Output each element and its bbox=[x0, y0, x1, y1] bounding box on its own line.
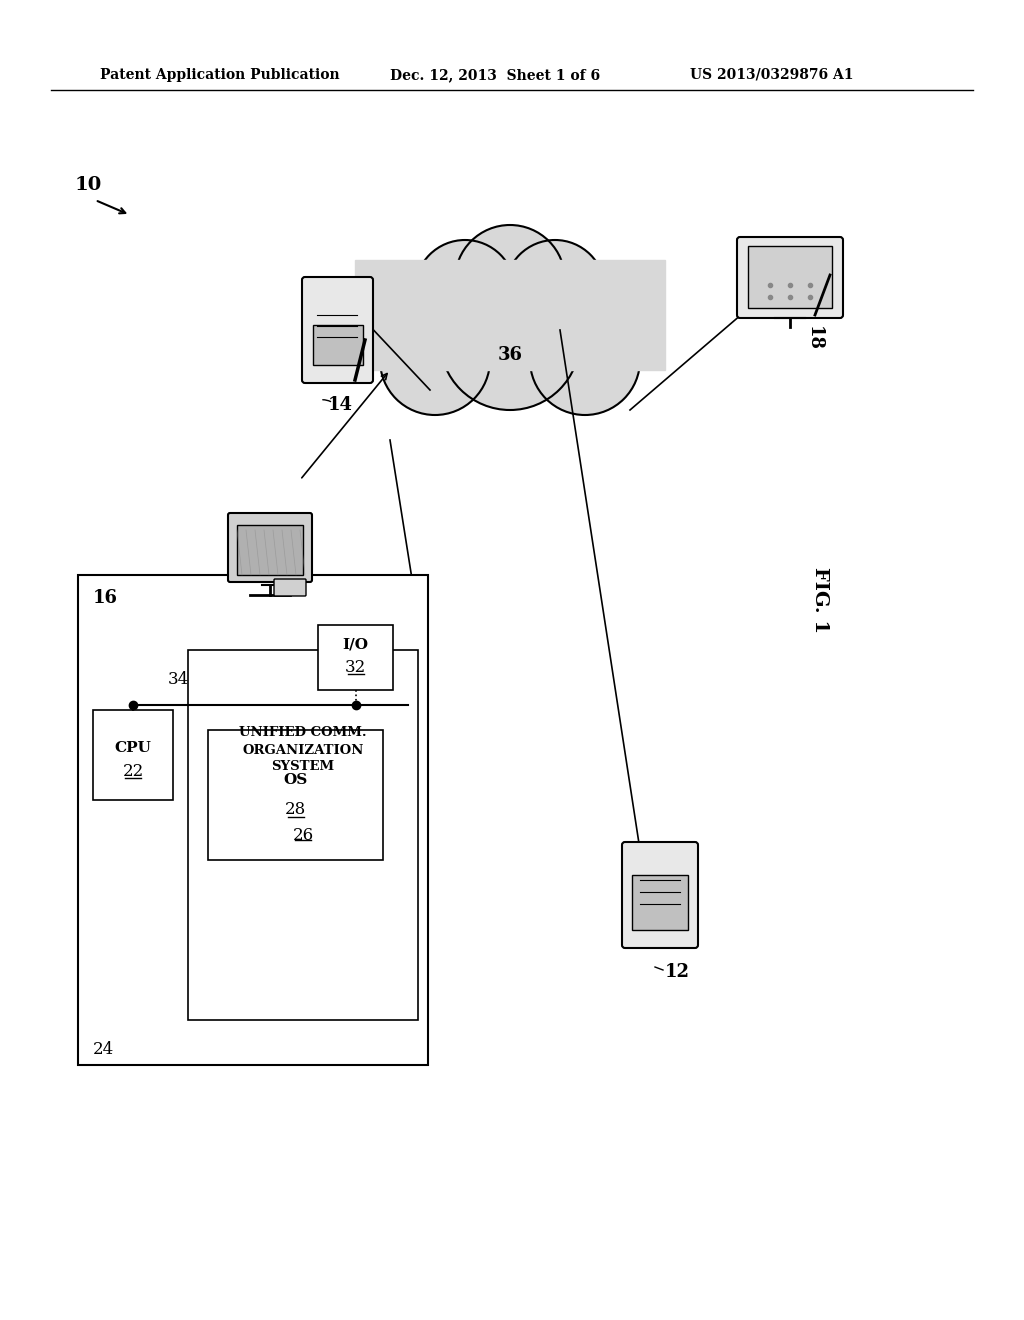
Text: 34: 34 bbox=[168, 672, 189, 689]
FancyBboxPatch shape bbox=[318, 624, 393, 690]
Text: 12: 12 bbox=[665, 964, 690, 981]
Circle shape bbox=[440, 271, 580, 411]
Text: 24: 24 bbox=[93, 1041, 115, 1059]
Text: 28: 28 bbox=[285, 801, 306, 818]
Text: 22: 22 bbox=[123, 763, 143, 780]
Circle shape bbox=[415, 240, 515, 341]
Text: 26: 26 bbox=[293, 826, 313, 843]
FancyBboxPatch shape bbox=[737, 238, 843, 318]
Text: I/O: I/O bbox=[342, 638, 369, 652]
Text: 18: 18 bbox=[805, 326, 823, 351]
Circle shape bbox=[565, 275, 655, 366]
Text: 14: 14 bbox=[328, 396, 352, 414]
Text: Dec. 12, 2013  Sheet 1 of 6: Dec. 12, 2013 Sheet 1 of 6 bbox=[390, 69, 600, 82]
Bar bbox=[355, 260, 665, 370]
Text: US 2013/0329876 A1: US 2013/0329876 A1 bbox=[690, 69, 853, 82]
Circle shape bbox=[505, 240, 605, 341]
Text: UNIFIED COMM.
ORGANIZATION
SYSTEM: UNIFIED COMM. ORGANIZATION SYSTEM bbox=[240, 726, 367, 774]
Circle shape bbox=[455, 224, 565, 335]
Circle shape bbox=[380, 305, 490, 414]
FancyBboxPatch shape bbox=[274, 579, 306, 597]
FancyBboxPatch shape bbox=[632, 875, 688, 931]
Text: FIG. 1: FIG. 1 bbox=[811, 566, 829, 634]
Text: OS: OS bbox=[284, 774, 307, 787]
FancyBboxPatch shape bbox=[313, 325, 362, 366]
Circle shape bbox=[365, 275, 455, 366]
Text: 10: 10 bbox=[75, 176, 101, 194]
Text: CPU: CPU bbox=[115, 741, 152, 755]
FancyBboxPatch shape bbox=[93, 710, 173, 800]
Text: 32: 32 bbox=[345, 660, 367, 676]
FancyBboxPatch shape bbox=[622, 842, 698, 948]
Text: 36: 36 bbox=[498, 346, 522, 364]
FancyBboxPatch shape bbox=[188, 649, 418, 1020]
Text: Patent Application Publication: Patent Application Publication bbox=[100, 69, 340, 82]
FancyBboxPatch shape bbox=[228, 513, 312, 582]
Circle shape bbox=[530, 305, 640, 414]
FancyBboxPatch shape bbox=[208, 730, 383, 861]
FancyBboxPatch shape bbox=[78, 576, 428, 1065]
FancyBboxPatch shape bbox=[302, 277, 373, 383]
Text: 16: 16 bbox=[92, 589, 118, 607]
FancyBboxPatch shape bbox=[748, 246, 831, 308]
FancyBboxPatch shape bbox=[237, 525, 303, 576]
